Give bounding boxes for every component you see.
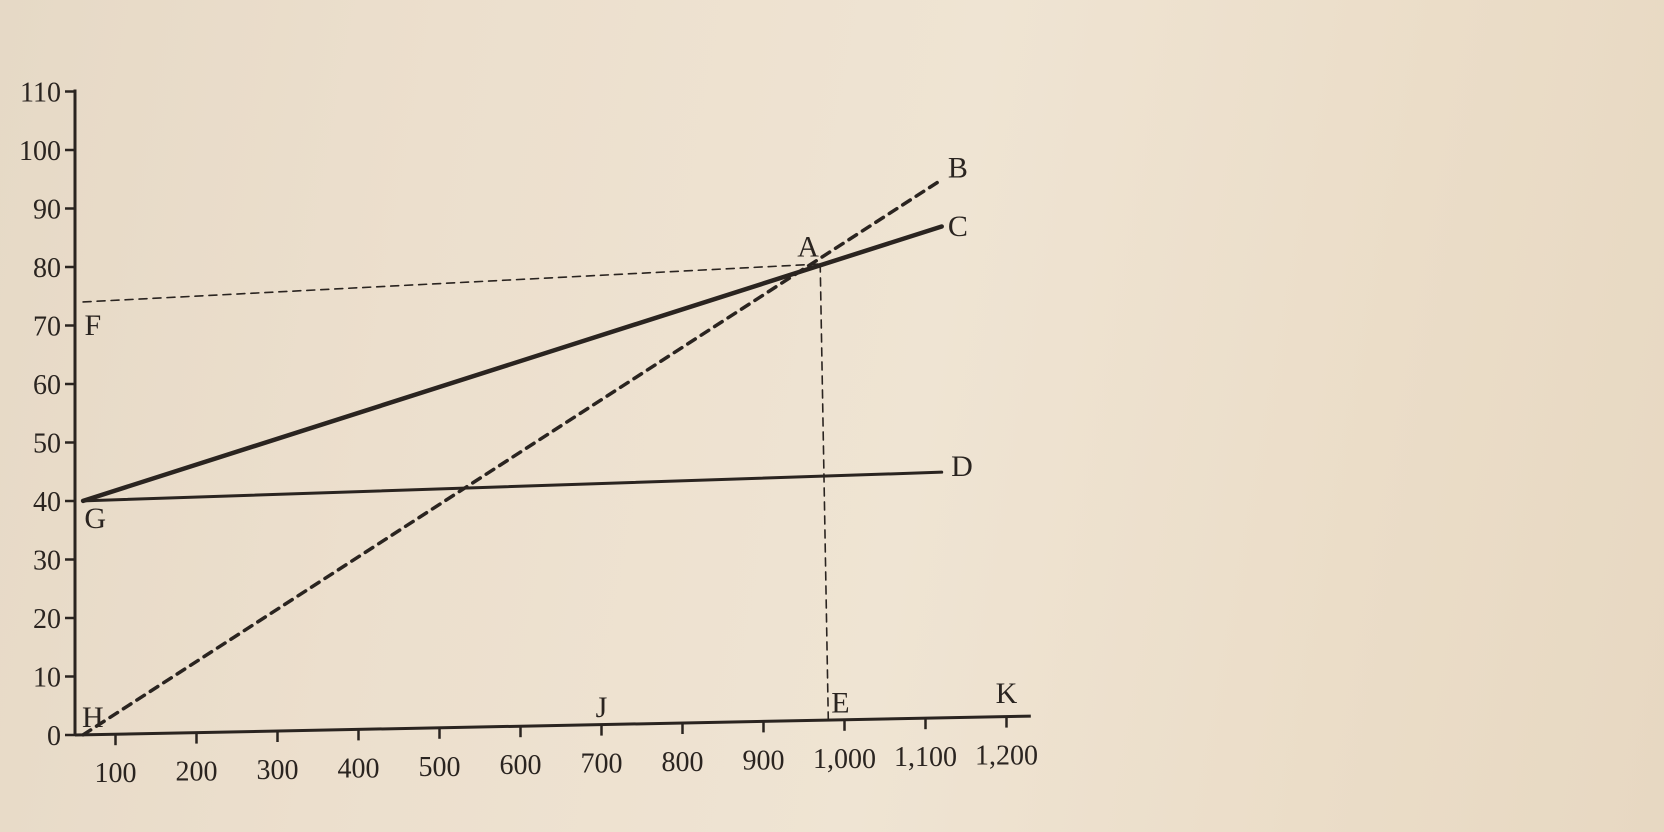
x-tick-label: 1,000 — [813, 744, 876, 775]
series-lines — [80, 177, 944, 737]
x-tick-label: 100 — [95, 758, 137, 789]
x-tick-label: 400 — [338, 753, 380, 784]
y-tick-label: 110 — [20, 78, 61, 109]
point-label-h: H — [82, 701, 104, 734]
y-tick-label: 40 — [33, 487, 61, 518]
y-tick-label: 0 — [47, 721, 61, 752]
point-labels: A BC D E F G H J K — [82, 152, 1018, 734]
y-tick-label: 100 — [19, 136, 61, 167]
y-tick-label: 20 — [33, 604, 61, 635]
point-label-a: A — [797, 231, 819, 264]
y-tick-label: 70 — [33, 312, 61, 343]
x-tick-label: 500 — [419, 752, 461, 783]
y-tick-label: 30 — [33, 546, 61, 577]
guide-line-0 — [82, 263, 822, 303]
series-line-1 — [80, 224, 944, 504]
guide-lines — [82, 263, 830, 721]
point-label-k: K — [996, 677, 1018, 710]
x-tick-label: 800 — [662, 747, 704, 778]
point-label-e: E — [831, 686, 849, 719]
y-tick-label: 10 — [33, 663, 61, 694]
point-label-j: J — [596, 691, 608, 724]
x-tick-label: 300 — [257, 755, 299, 786]
y-tick-label: 60 — [33, 370, 61, 401]
y-tick-label: 90 — [33, 195, 61, 226]
point-label-c: C — [948, 210, 968, 243]
x-tick-label: 1,200 — [975, 741, 1038, 772]
point-label-d: D — [951, 450, 973, 483]
x-tick-label: 600 — [500, 750, 542, 781]
x-tick-label: 700 — [581, 749, 623, 780]
x-tick-label: 1,100 — [894, 742, 957, 773]
point-label-g: G — [84, 502, 106, 535]
point-label-b: B — [948, 152, 968, 185]
y-tick-label: 50 — [33, 429, 61, 460]
axes — [73, 89, 1031, 737]
series-line-2 — [81, 470, 944, 503]
point-label-f: F — [84, 309, 101, 342]
x-tick-label: 900 — [743, 745, 785, 776]
guide-line-1 — [819, 263, 830, 721]
x-axis-ticks: 100 200 300 400 500 600 700 800 900 1,000 1,100 1,2… — [95, 716, 1038, 789]
y-tick-label: 80 — [33, 253, 61, 284]
x-tick-label: 200 — [176, 757, 218, 788]
y-axis-ticks: 0 10 20 30 40 50 60 70 80 90 100 110 — [19, 78, 75, 752]
x-axis-line — [74, 714, 1031, 737]
